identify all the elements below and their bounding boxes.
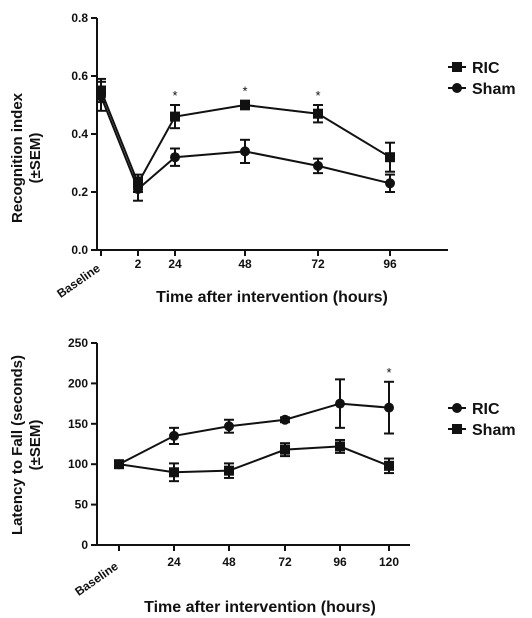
latency-to-fall-chart: 0 50 100 150 200 250 Baseline 24 48 72 96 120 * La… [9,336,516,616]
chart2-x-axis-label: Time after intervention (hours) [144,599,376,616]
chart1-y-tick-label: 0.0 [71,243,88,257]
chart1-legend-sham-label: Sham [472,81,516,98]
chart1-x-tick-label: 72 [311,257,325,271]
chart1-series-sham-line [100,95,391,191]
chart1-series-sham-point [96,91,106,102]
recognition-index-chart: 0.0 0.2 0.4 0.6 0.8 Baseline 2 24 48 72 96 * * * Re… [9,11,516,306]
chart1-significance-marker: * [242,84,247,99]
chart1-x-tick-label: Baseline [54,261,103,301]
chart2-y-tick-label: 50 [75,498,89,512]
chart1-series-ric-line [100,90,391,186]
chart2-x-tick-label: 96 [333,555,347,569]
chart2-series-ric-point [335,398,345,409]
chart1-y-tick-label: 0.6 [71,69,88,83]
chart1-significance-marker: * [315,88,320,103]
chart2-y-axis-label-line1: Latency to Fall (seconds) [9,355,26,535]
chart2-series-sham-point [280,444,290,455]
chart1-y-tick-label: 0.8 [71,11,88,25]
chart1-series-sham-point [133,184,143,195]
chart2-y-axis-label-line2: (±SEM) [27,420,44,471]
chart1-y-axis-label-line2: (±SEM) [27,133,44,184]
chart1-legend-ric-marker [452,62,462,72]
chart2-series-ric-point [280,414,290,425]
chart1-x-tick-label: 24 [168,257,182,271]
chart2-y-tick-label: 0 [81,538,88,552]
chart1-series-sham-point [385,178,395,189]
chart2-legend-ric-marker [452,403,462,413]
chart1-legend-sham-marker [452,83,462,93]
chart1-series-ric-point [170,111,180,122]
chart2-series-sham-point [335,441,345,452]
chart2-series-sham-point [224,465,234,476]
chart2-y-tick-label: 100 [68,457,88,471]
chart2-y-tick-label: 250 [68,336,88,350]
chart2-series-sham-point [384,460,394,471]
chart2-legend-sham-label: Sham [472,422,516,439]
chart2-y-tick-label: 200 [68,376,88,390]
chart2-significance-marker: * [386,365,391,380]
chart2-series-ric-line [118,402,390,466]
chart1-legend: RIC Sham [448,60,516,98]
chart2-legend: RIC Sham [448,401,516,439]
chart2-series-sham-point [114,459,124,470]
chart1-series-sham-point [240,146,250,157]
chart2-series-ric-point [384,402,394,413]
chart1-y-axis-label-line1: Recognition index [9,92,26,223]
chart2-x-tick-label: 72 [278,555,292,569]
chart2-legend-ric-label: RIC [472,401,500,418]
chart1-x-tick-label: 2 [135,257,142,271]
chart1-series-sham-point [313,160,323,171]
chart1-series-ric-point [240,100,250,110]
chart1-y-tick-label: 0.2 [71,185,88,199]
chart1-x-tick-label: 48 [238,257,252,271]
chart1-legend-ric-label: RIC [472,60,500,77]
chart2-legend-sham-marker [452,424,462,434]
chart2-series-ric-point [224,421,234,432]
chart1-significance-marker: * [172,88,177,103]
chart2-y-tick-label: 150 [68,417,88,431]
chart1-series-ric-point [385,152,395,163]
chart2-x-tick-label: Baseline [72,559,121,599]
chart1-series-ric-point [313,108,323,119]
chart2-series-sham-line [118,445,390,474]
chart2-series-sham-point [169,467,179,478]
chart2-series-ric-point [169,430,179,441]
chart1-x-tick-label: 96 [383,257,397,271]
chart1-y-tick-label: 0.4 [71,127,88,141]
chart1-x-axis-label: Time after intervention (hours) [156,289,388,306]
chart2-x-tick-label: 120 [379,555,399,569]
chart1-series-sham-point [170,152,180,163]
chart2-x-tick-label: 24 [167,555,181,569]
chart2-x-tick-label: 48 [222,555,236,569]
